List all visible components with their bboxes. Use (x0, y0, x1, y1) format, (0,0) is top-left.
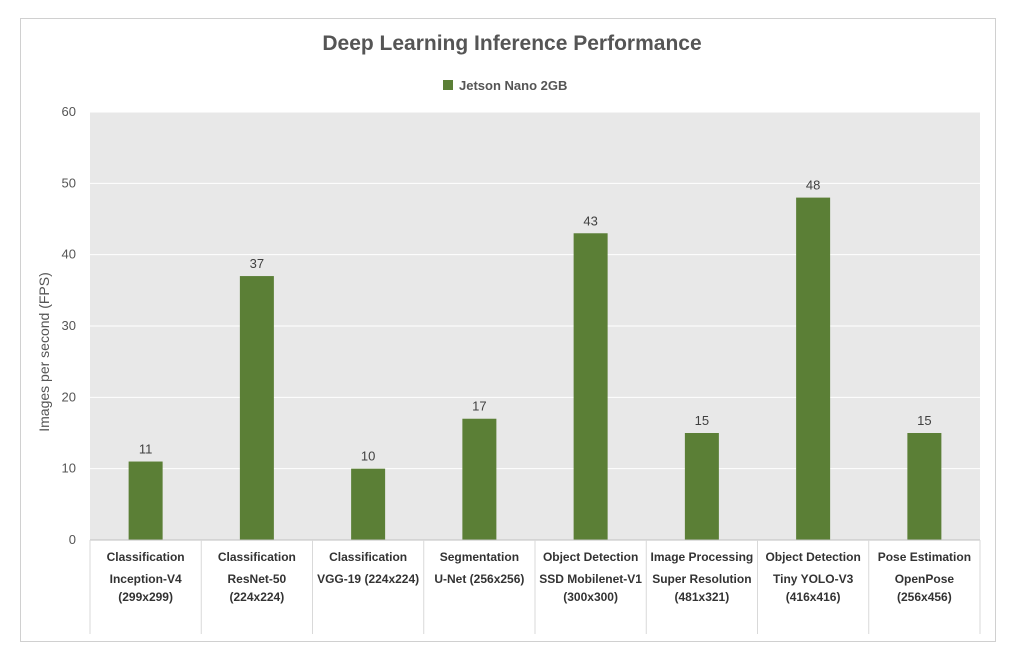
y-tick-label: 10 (62, 461, 76, 476)
category-model-label: SSD Mobilenet-V1 (300x300) (539, 572, 642, 604)
bar (239, 276, 274, 540)
data-label: 37 (250, 256, 264, 271)
y-tick-label: 30 (62, 318, 76, 333)
data-label: 17 (472, 399, 486, 414)
legend: Jetson Nano 2GB (443, 76, 567, 94)
bar (684, 433, 719, 540)
category-model-label: U-Net (256x256) (434, 572, 525, 586)
category-label: Image Processing Super Resolution (481x32… (646, 544, 757, 606)
data-label: 15 (917, 413, 931, 428)
legend-swatch (443, 80, 453, 90)
legend-label: Jetson Nano 2GB (459, 77, 568, 93)
y-tick-label: 60 (62, 104, 76, 119)
y-tick-label: 0 (69, 532, 76, 547)
bar (351, 468, 386, 540)
data-label: 43 (583, 213, 597, 228)
category-label: Segmentation U-Net (256x256) (424, 544, 535, 588)
data-label: 10 (361, 449, 375, 464)
data-label: 15 (695, 413, 709, 428)
category-model-label: Super Resolution (481x321) (652, 572, 752, 604)
category-group-label: Object Detection (765, 550, 861, 564)
chart-title: Deep Learning Inference Performance (322, 32, 702, 55)
data-label: 48 (806, 178, 820, 193)
category-label: Object Detection Tiny YOLO-V3 (416x416) (758, 544, 869, 606)
bar (796, 197, 831, 540)
y-tick-label: 20 (62, 389, 76, 404)
y-tick-label: 40 (62, 247, 76, 262)
bar (907, 433, 942, 540)
category-model-label: OpenPose (256x456) (894, 572, 955, 604)
bar (573, 233, 608, 540)
category-model-label: ResNet-50 (224x224) (227, 572, 287, 604)
category-group-label: Classification (106, 550, 185, 564)
bar (462, 418, 497, 540)
category-group-label: Classification (217, 550, 296, 564)
category-label: Object Detection SSD Mobilenet-V1 (300x30… (535, 544, 646, 606)
category-group-label: Image Processing (650, 550, 754, 564)
category-label: Classification Inception-V4 (299x299) (90, 544, 201, 606)
y-tick-label: 50 (62, 175, 76, 190)
data-label: 11 (139, 442, 153, 457)
category-label: Classification ResNet-50 (224x224) (201, 544, 312, 606)
category-group-label: Classification (329, 550, 408, 564)
category-label: Pose Estimation OpenPose (256x456) (869, 544, 980, 606)
category-group-label: Pose Estimation (877, 550, 972, 564)
category-model-label: Tiny YOLO-V3 (416x416) (773, 572, 854, 604)
category-group-label: Object Detection (542, 550, 639, 564)
bar (128, 461, 163, 540)
category-model-label: Inception-V4 (299x299) (109, 572, 182, 604)
category-model-label: VGG-19 (224x224) (317, 572, 420, 586)
category-group-label: Segmentation (439, 550, 520, 564)
category-label: Classification VGG-19 (224x224) (313, 544, 424, 588)
